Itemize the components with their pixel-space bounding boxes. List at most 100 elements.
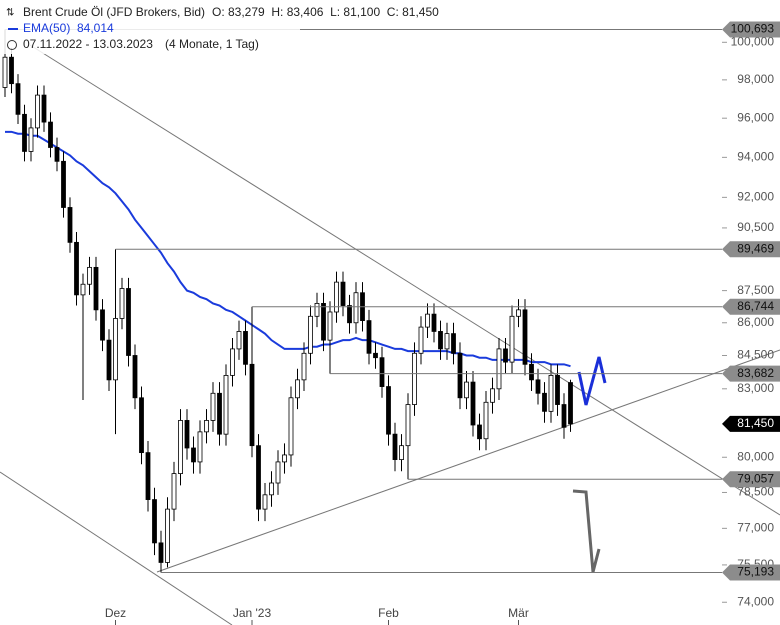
y-tick-label: 92,000 [737,190,774,204]
level-label: 83,682 [737,366,774,380]
candle-body [444,333,450,350]
candle-body [54,147,60,162]
candle-body [561,404,567,428]
candle-body [308,315,313,354]
ema-value: 84,014 [77,21,114,35]
candle-body [496,348,502,390]
level-box [722,241,780,258]
candle-body [542,392,547,412]
candle-body [74,241,79,296]
candle-body [548,375,554,412]
candle-body [165,508,170,563]
candle-body [184,420,190,449]
candle-body [9,56,14,85]
candle-body [126,288,131,356]
candle-body [61,160,66,208]
y-tick-label: 83,000 [737,381,774,395]
projection-up [577,356,607,406]
candle-body [464,381,469,399]
candle-body [405,404,411,447]
date-range: 07.11.2022 - 13.03.2023 [23,37,153,51]
candle-body [113,318,118,381]
candle-body [353,292,359,324]
level-box [722,471,780,488]
candle-body [425,313,430,328]
candle-body [288,397,294,456]
candle-body [503,348,508,363]
level-label: 75,193 [737,565,774,579]
candle-body [347,305,352,324]
candle-body [334,281,339,313]
candle-body [451,333,456,354]
y-tick-label: 90,500 [737,220,774,234]
candle-body [386,386,391,435]
candle-body [418,326,424,354]
candle-body [87,266,92,285]
candle-body [535,379,541,394]
candle-body [178,420,183,475]
y-tick-label: 87,500 [737,283,774,297]
clock-icon [7,40,17,50]
candle-body [152,499,157,544]
candle-body [256,445,261,510]
candle-body [93,266,99,311]
ema-name: EMA(50) [23,21,70,35]
candle-body [2,56,8,88]
candle-body [48,121,53,148]
candle-body [67,207,73,243]
candle-body [457,352,463,399]
y-tick-label: 86,000 [737,315,774,329]
candle-body [100,309,105,341]
candle-body [230,348,235,376]
candle-body [119,288,125,319]
y-tick-label: 100,000 [731,34,775,48]
candle-body [223,375,229,435]
candle-body [477,424,482,440]
y-tick-label: 74,000 [737,594,774,608]
legend-bg [0,0,300,54]
candle-body [568,382,573,425]
candle-body [470,381,476,426]
level-label: 81,450 [737,416,774,430]
candle-body [509,315,515,363]
candle-body [438,331,443,350]
candle-body [379,357,385,387]
level-label: 79,057 [737,471,774,485]
level-label: 86,744 [737,299,774,313]
candle-body [243,331,248,365]
y-tick-label: 78,500 [737,485,774,499]
candle-body [399,445,404,460]
trend-lines [0,44,780,625]
candle-body [22,113,27,152]
candle-body [269,482,274,496]
candle-body [35,94,40,129]
y-tick-label: 96,000 [737,110,774,124]
candle-body [366,320,372,354]
ohlc-label: O: 83,279 H: 83,406 L: 81,100 C: 81,450 [212,5,439,19]
y-tick-label: 98,000 [737,72,774,86]
candle-body [236,331,242,350]
plot: 74,00075,50077,00078,50080,00083,00084,5… [2,21,780,625]
level-label: 89,469 [737,241,774,255]
candle-body [204,420,209,433]
candle-body [217,392,222,435]
x-tick-label: Mär [508,606,529,620]
candle-body [483,401,489,440]
y-tick-label: 94,000 [737,150,774,164]
candle-body [431,313,437,332]
candle-body [373,352,378,359]
candle-body [282,454,287,463]
candle-body [210,392,216,421]
candle-body [340,281,346,306]
candle-body [80,283,86,296]
y-tick-label: 80,000 [737,449,774,463]
candle-body [516,309,521,317]
candle-body [171,473,177,510]
candle-body [321,303,326,341]
x-tick-label: Feb [378,606,399,620]
candle-body [106,339,112,381]
candle-body [145,452,151,500]
candle-body [529,363,534,381]
candle-body [15,83,21,115]
